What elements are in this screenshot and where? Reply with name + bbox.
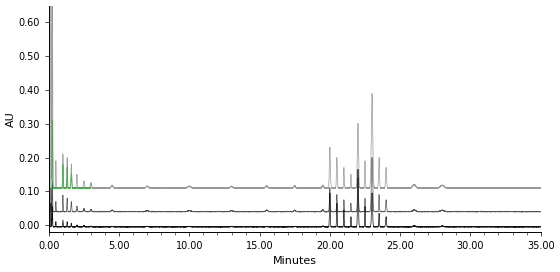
Y-axis label: AU: AU xyxy=(6,111,16,126)
X-axis label: Minutes: Minutes xyxy=(273,256,317,267)
